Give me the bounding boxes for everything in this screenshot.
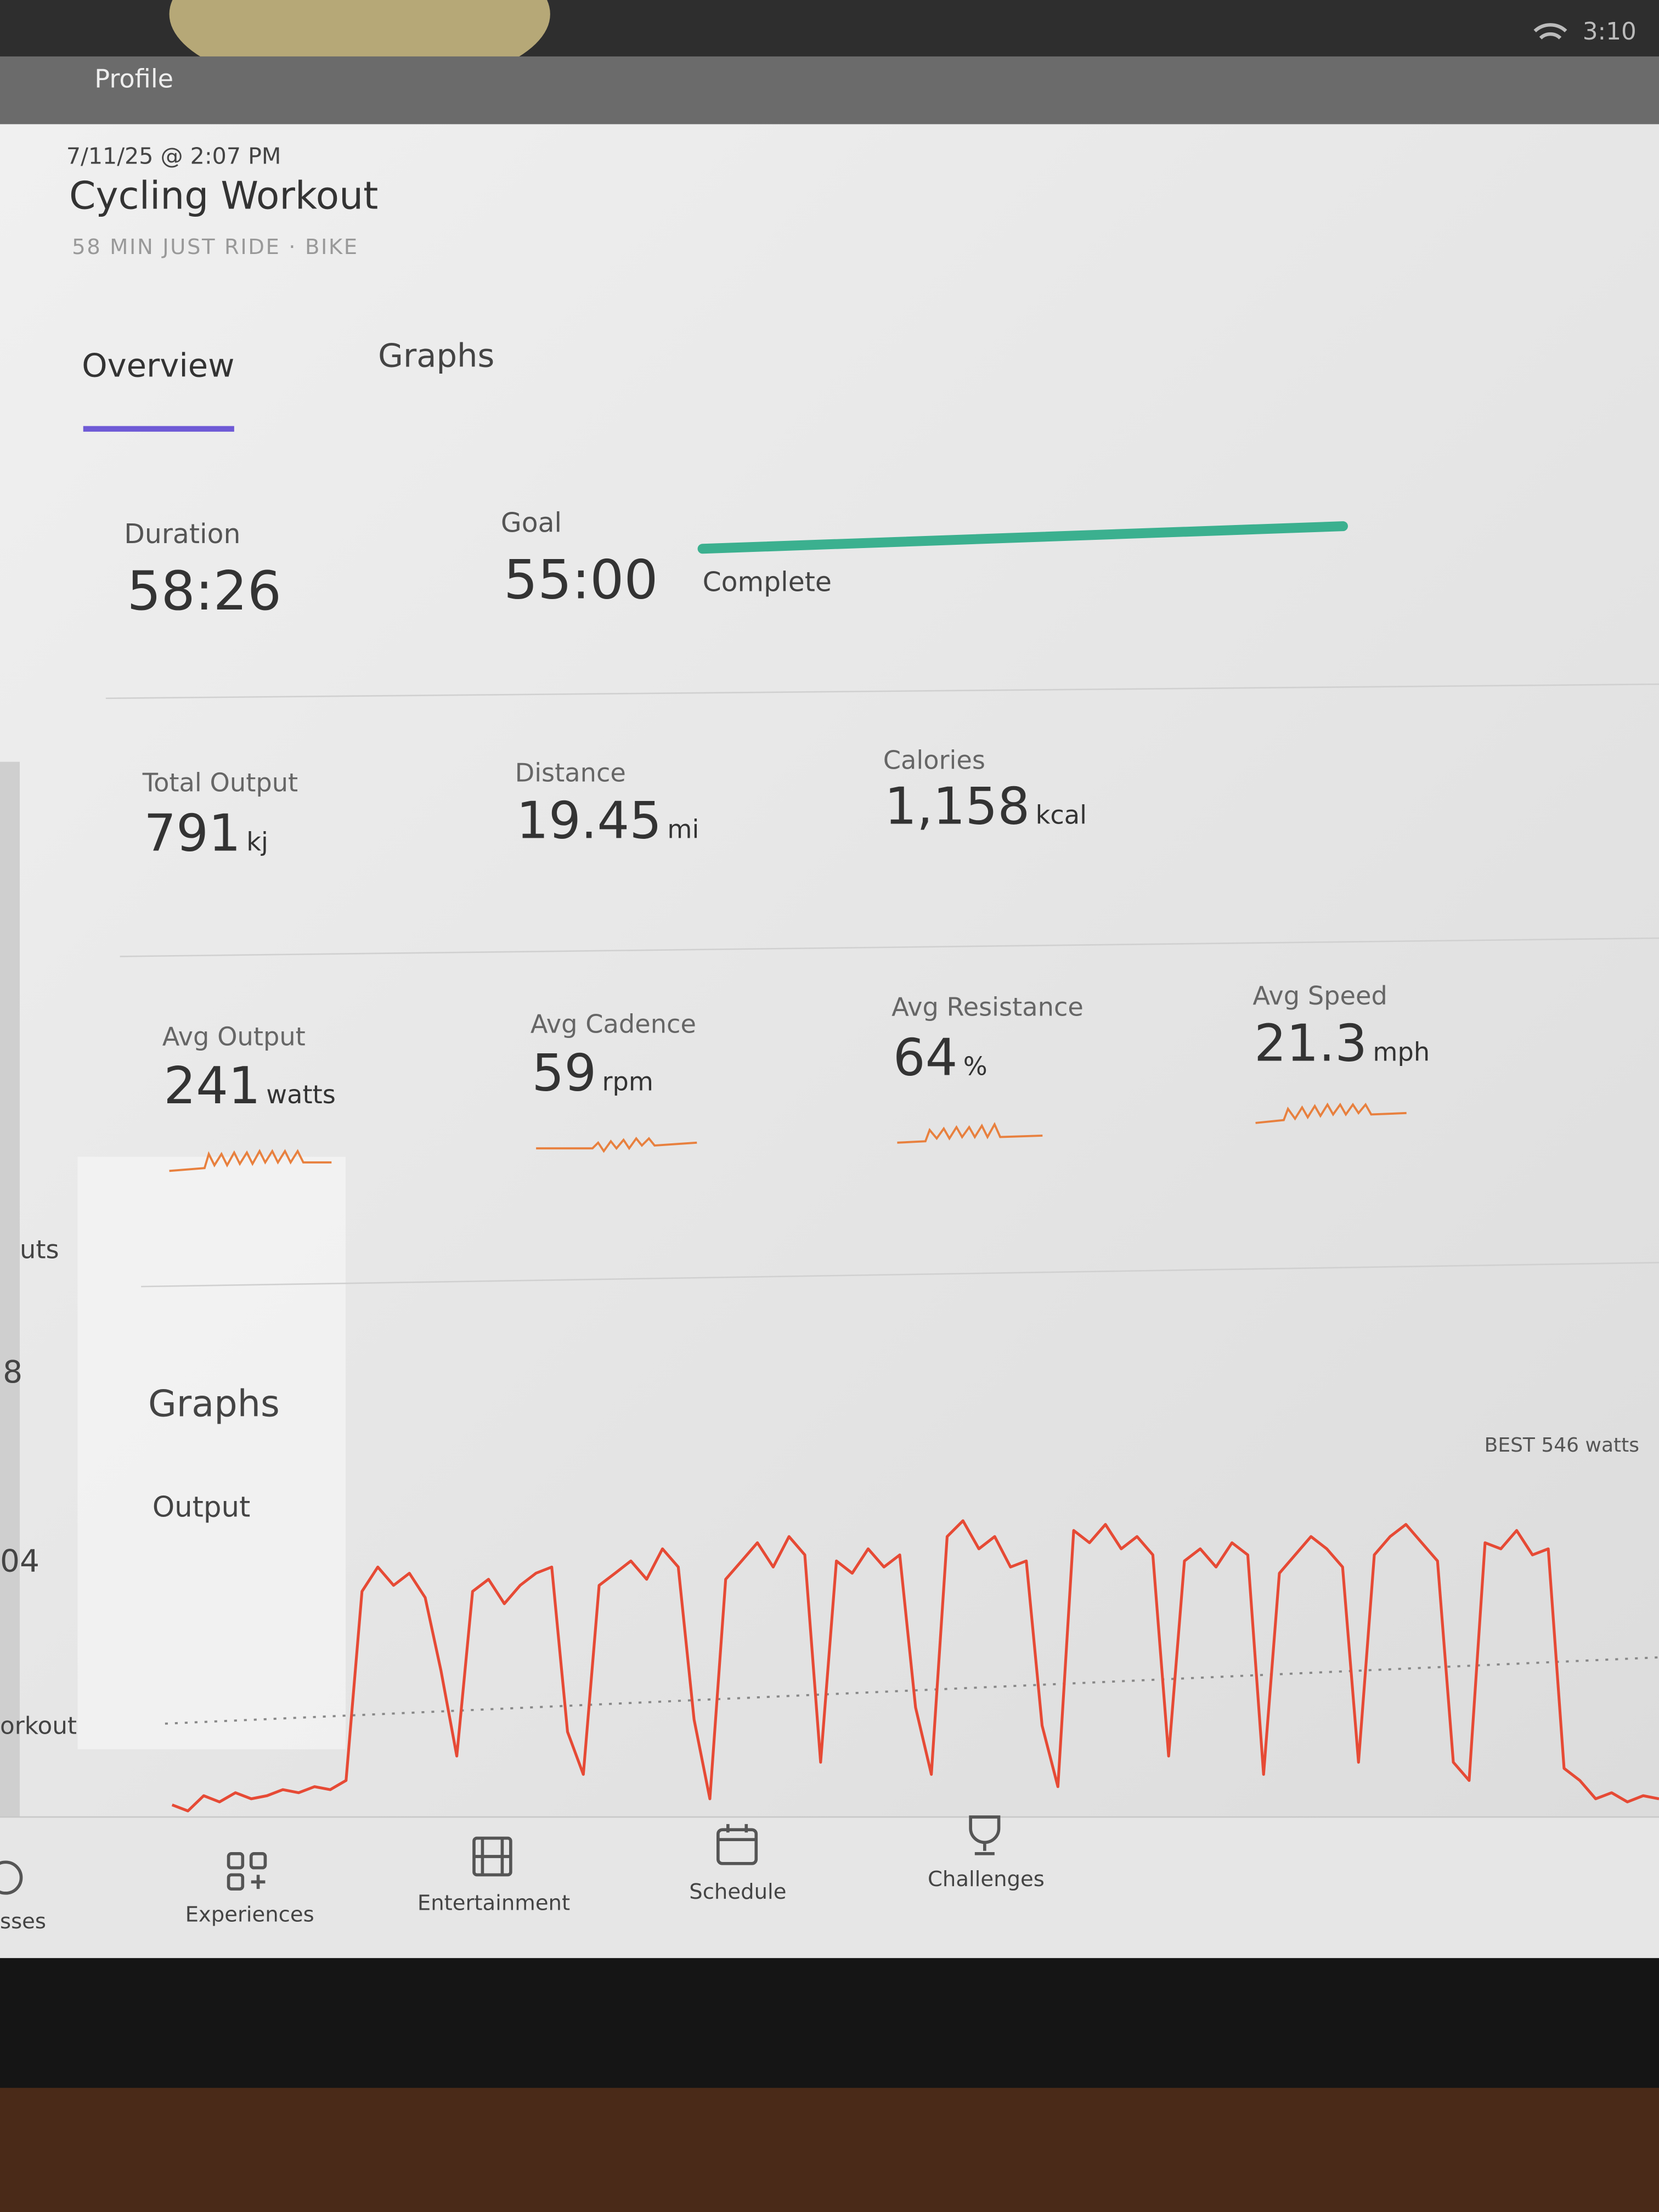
nav-item[interactable]: sses xyxy=(0,1909,46,1934)
goal-status: Complete xyxy=(703,566,832,597)
top-bar xyxy=(0,56,1659,125)
average-line xyxy=(165,1656,1659,1725)
sidebar-item[interactable]: uts xyxy=(20,1235,59,1265)
tab-overview[interactable]: Overview xyxy=(82,347,234,385)
nav-item[interactable]: Entertainment xyxy=(417,1891,570,1916)
challenges-icon xyxy=(969,1815,1001,1855)
workout-subtitle: 58 MIN JUST RIDE · BIKE xyxy=(72,235,359,259)
chart-title: Output xyxy=(153,1491,251,1523)
light-reflection xyxy=(77,1156,346,1750)
metric-unit: kj xyxy=(246,827,268,857)
experiences-icon xyxy=(251,1875,266,1889)
metric-unit: mph xyxy=(1373,1037,1430,1067)
goal-value: 55:00 xyxy=(504,549,658,611)
experiences-icon xyxy=(249,1852,267,1870)
sparkline xyxy=(897,1122,1043,1144)
metric-number: 1,158 xyxy=(884,777,1030,836)
section-title: Graphs xyxy=(148,1383,280,1425)
workout-title: Cycling Workout xyxy=(69,174,378,218)
metric-unit: % xyxy=(963,1051,988,1081)
goal-progress xyxy=(697,521,1348,554)
sidebar-item[interactable]: 8 xyxy=(3,1354,22,1390)
sparklines xyxy=(169,1102,1407,1172)
nav-item[interactable]: Experiences xyxy=(185,1902,314,1927)
wood-floor xyxy=(0,2087,1659,2212)
metric-value: 19.45 mi xyxy=(516,791,699,850)
workout-date: 7/11/25 @ 2:07 PM xyxy=(66,143,281,169)
metric-value: 791 kj xyxy=(144,804,268,863)
nav-item[interactable]: Challenges xyxy=(928,1867,1045,1892)
metric-number: 241 xyxy=(163,1056,261,1115)
metric-number: 791 xyxy=(144,804,241,863)
sidebar-edge xyxy=(0,761,20,1863)
divider xyxy=(120,937,1659,957)
metric-label: Avg Output xyxy=(162,1022,306,1051)
metric-number: 64 xyxy=(893,1028,958,1087)
metric-label: Avg Speed xyxy=(1252,981,1387,1011)
metric-number: 19.45 xyxy=(516,791,662,850)
chart-annotation: BEST 546 watts xyxy=(1485,1434,1639,1457)
sparkline xyxy=(169,1149,332,1172)
schedule-icon xyxy=(716,1828,758,1865)
metric-label: Avg Cadence xyxy=(531,1009,696,1039)
metric-unit: mi xyxy=(667,814,699,844)
metric-label: Total Output xyxy=(142,768,298,798)
sparkline xyxy=(1255,1102,1407,1124)
metric-label: Avg Resistance xyxy=(891,992,1084,1022)
metric-value: 1,158 kcal xyxy=(884,777,1087,836)
duration-label: Duration xyxy=(124,518,240,550)
metric-unit: kcal xyxy=(1036,800,1087,830)
back-button[interactable]: Profile xyxy=(94,64,173,93)
metric-unit: watts xyxy=(266,1080,336,1109)
metric-value: 241 watts xyxy=(163,1056,336,1115)
metric-number: 21.3 xyxy=(1254,1014,1367,1073)
metric-unit: rpm xyxy=(602,1067,653,1097)
duration-value: 58:26 xyxy=(127,560,281,623)
wifi-icon xyxy=(1533,23,1567,40)
tab-graphs[interactable]: Graphs xyxy=(378,337,494,375)
sidebar-item[interactable]: orkout xyxy=(0,1712,77,1740)
tab-indicator xyxy=(83,426,234,432)
metric-label: Distance xyxy=(515,758,626,788)
metric-value: 64% xyxy=(893,1028,988,1087)
sidebar-item[interactable]: 04 xyxy=(0,1543,40,1579)
nav-icons xyxy=(0,1815,1001,1895)
metric-label: Calories xyxy=(883,745,985,775)
entertainment-icon xyxy=(474,1838,511,1875)
metric-number: 59 xyxy=(532,1043,596,1103)
metric-value: 59 rpm xyxy=(532,1043,653,1103)
experiences-icon xyxy=(227,1852,245,1870)
nav-item[interactable]: Schedule xyxy=(689,1880,786,1904)
divider xyxy=(141,1262,1659,1288)
schedule-icon xyxy=(718,1824,757,1841)
goal-label: Goal xyxy=(501,507,562,538)
metric-value: 21.3 mph xyxy=(1254,1014,1430,1073)
nav-bar xyxy=(0,1817,1659,1959)
clock: 3:10 xyxy=(1583,18,1637,46)
sparkline xyxy=(536,1136,697,1153)
experiences-icon xyxy=(227,1873,245,1891)
classes-icon xyxy=(0,1860,23,1895)
output-line xyxy=(171,1519,1659,1813)
divider xyxy=(105,683,1659,699)
